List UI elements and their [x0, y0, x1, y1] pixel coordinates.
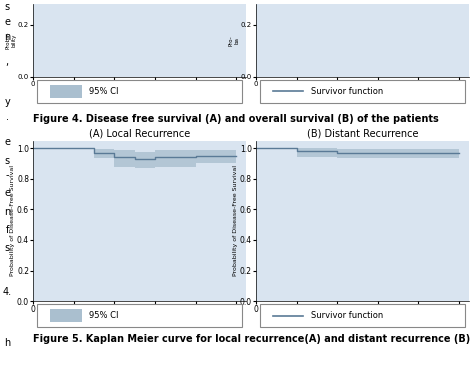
Text: n: n	[4, 207, 10, 217]
Text: e: e	[4, 17, 10, 27]
Text: Figure 5. Kaplan Meier curve for local recurrence(A) and distant recurrence (B): Figure 5. Kaplan Meier curve for local r…	[33, 334, 470, 344]
Text: f: f	[5, 225, 9, 235]
Text: s: s	[5, 2, 9, 12]
Text: h: h	[4, 338, 10, 348]
Text: Survivor function: Survivor function	[311, 311, 383, 320]
FancyBboxPatch shape	[37, 304, 242, 327]
Text: 95% CI: 95% CI	[89, 311, 118, 320]
Text: 4.: 4.	[2, 287, 12, 297]
Text: s: s	[5, 155, 9, 166]
Text: s: s	[5, 243, 9, 253]
FancyBboxPatch shape	[37, 80, 242, 103]
X-axis label: Time (Months): Time (Months)	[332, 317, 393, 326]
X-axis label: Time (Months): Time (Months)	[115, 88, 165, 95]
Text: -: -	[5, 170, 9, 180]
Title: (B) Distant Recurrence: (B) Distant Recurrence	[307, 128, 419, 138]
Text: Figure 4. Disease free survival (A) and overall survival (B) of the patients: Figure 4. Disease free survival (A) and …	[33, 114, 439, 124]
Text: ,: ,	[6, 57, 9, 67]
Title: (A) Local Recurrence: (A) Local Recurrence	[89, 128, 191, 138]
Text: .: .	[6, 112, 9, 122]
Text: e: e	[4, 188, 10, 199]
Text: y: y	[4, 97, 10, 107]
X-axis label: Time (Months): Time (Months)	[109, 317, 170, 326]
FancyBboxPatch shape	[260, 304, 465, 327]
Y-axis label: Probability of Disease-Free Survival: Probability of Disease-Free Survival	[10, 165, 16, 276]
FancyBboxPatch shape	[260, 80, 465, 103]
Text: n: n	[4, 31, 10, 42]
Text: e: e	[4, 137, 10, 147]
Text: 95% CI: 95% CI	[89, 87, 118, 96]
X-axis label: Time (Months): Time (Months)	[337, 88, 388, 95]
Text: Survivor function: Survivor function	[311, 87, 383, 96]
Y-axis label: Proba-
bility: Proba- bility	[6, 31, 17, 49]
Bar	[50, 85, 82, 97]
Y-axis label: Probability of Disease-Free Survival: Probability of Disease-Free Survival	[233, 165, 238, 276]
Bar	[50, 309, 82, 322]
Y-axis label: Pro-
ba: Pro- ba	[228, 35, 239, 46]
